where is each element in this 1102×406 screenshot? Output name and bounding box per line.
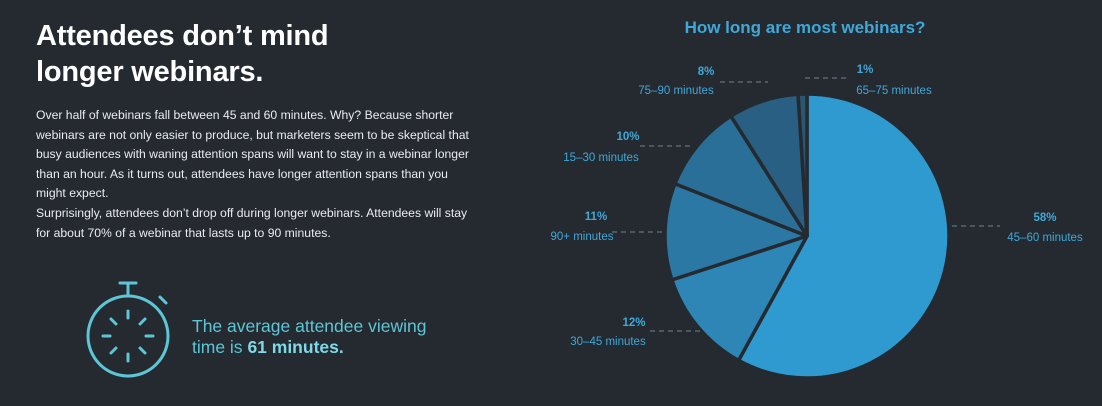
slice-pct-label-3: 10%: [616, 131, 639, 143]
chart-title: How long are most webinars?: [684, 18, 926, 37]
stopwatch-side-button: [158, 295, 168, 305]
intro-paragraph: Over half of webinars fall between 45 an…: [36, 108, 469, 200]
slice-pct-label-4: 8%: [698, 66, 715, 78]
slice-category-label-3: 15–30 minutes: [563, 152, 639, 164]
headline-line1: Attendees don’t mind: [36, 20, 329, 52]
stopwatch-icon: [86, 281, 170, 378]
average-viewing-callout: The average attendee viewing time is 61 …: [192, 316, 452, 358]
headline-line2: longer webinars.: [36, 56, 264, 88]
slice-pct-label-2: 11%: [585, 211, 607, 223]
pie-slice-0: [736, 92, 951, 380]
headline: Attendees don’t mind longer webinars.: [36, 18, 436, 90]
slice-pct-label-0: 58%: [1033, 212, 1056, 224]
slice-category-label-4: 75–90 minutes: [638, 85, 714, 97]
pie-slice-1: [670, 234, 809, 363]
slice-category-label-5: 65–75 minutes: [856, 85, 932, 97]
pie-slice-2: [663, 181, 809, 282]
stopwatch-face: [86, 294, 170, 378]
pie-slice-5: [796, 92, 809, 238]
callout-text: The average attendee viewing time is: [192, 316, 427, 357]
slice-category-label-1: 30–45 minutes: [570, 336, 646, 348]
stopwatch-ticks: [101, 309, 155, 363]
slice-pct-label-1: 12%: [622, 317, 645, 329]
callout-highlight: 61 minutes.: [247, 337, 344, 357]
followup-paragraph: Surprisingly, attendees don’t drop off d…: [36, 206, 468, 240]
slice-pct-label-5: 1%: [857, 64, 874, 76]
slice-category-label-0: 45–60 minutes: [1007, 232, 1083, 244]
slice-category-label-2: 90+ minutes: [551, 231, 614, 243]
